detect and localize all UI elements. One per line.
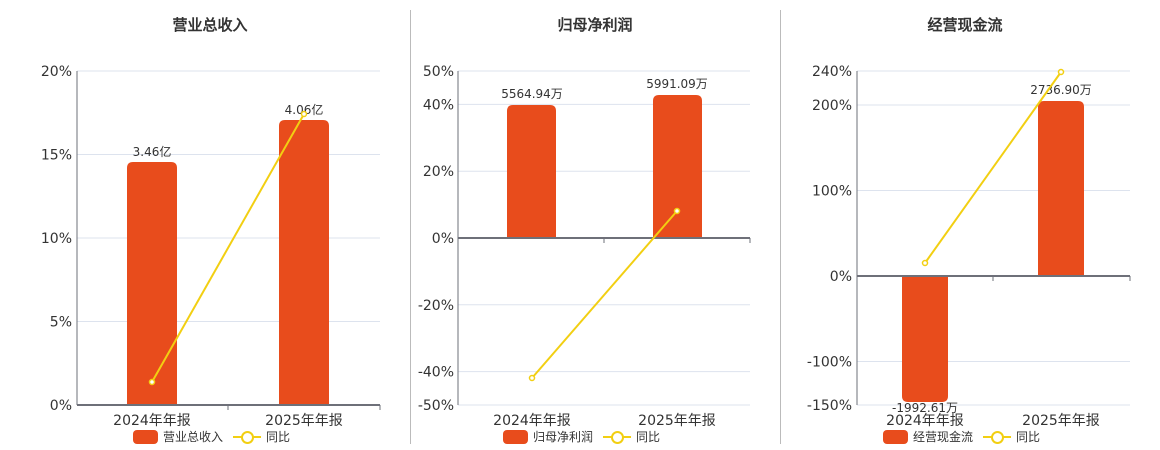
y-tick: 100% <box>812 184 852 200</box>
panel-divider <box>410 10 411 444</box>
x-category-label: 2024年年报 <box>493 413 571 429</box>
panel-divider <box>780 10 781 444</box>
y-tick: -40% <box>418 365 454 381</box>
x-category-label: 2025年年报 <box>1022 413 1100 429</box>
legend-bar-label[interactable]: 归母净利润 <box>533 430 594 444</box>
bar-value-label: 5564.94万 <box>501 87 563 101</box>
y-tick: -150% <box>807 398 852 414</box>
bar-2025[interactable] <box>653 95 702 238</box>
chart-legend: 经营现金流 同比 <box>883 428 1040 445</box>
yoy-point[interactable] <box>148 378 156 386</box>
y-tick: 40% <box>423 97 454 113</box>
y-tick: 10% <box>41 231 72 247</box>
y-tick: -100% <box>807 355 852 371</box>
chart-panel-revenue: 营业总收入 20% 15% 10% 5% 0% 3.46亿 4.06亿 2024… <box>0 0 410 450</box>
bar-value-label: 4.06亿 <box>285 102 324 117</box>
y-tick: 0% <box>830 269 852 285</box>
y-tick: 0% <box>50 398 72 414</box>
legend-bar-swatch[interactable] <box>883 429 908 444</box>
chart-title: 经营现金流 <box>927 16 1003 34</box>
y-tick: 200% <box>812 98 852 114</box>
bar-2025[interactable] <box>1038 101 1084 276</box>
bar-2024[interactable] <box>127 162 177 405</box>
bar-2025[interactable] <box>279 120 329 405</box>
legend-line-icon[interactable] <box>983 430 1012 444</box>
y-tick: 50% <box>423 64 454 80</box>
yoy-point[interactable] <box>1057 68 1065 76</box>
yoy-point[interactable] <box>921 259 929 267</box>
bar-2024[interactable] <box>902 276 948 402</box>
legend-line-label[interactable]: 同比 <box>1016 430 1041 444</box>
y-tick: 20% <box>41 64 72 80</box>
legend-bar-label[interactable]: 经营现金流 <box>913 430 974 444</box>
y-tick: 240% <box>812 64 852 80</box>
legend-line-label[interactable]: 同比 <box>266 430 291 444</box>
x-category-label: 2025年年报 <box>638 413 716 429</box>
chart-legend: 归母净利润 同比 <box>503 428 660 445</box>
bar-2024[interactable] <box>507 105 556 238</box>
y-tick: 20% <box>423 164 454 180</box>
x-category-label: 2025年年报 <box>265 413 343 429</box>
chart-plot: 20% 15% 10% 5% 0% 3.46亿 4.06亿 2024年年报 20… <box>41 64 381 429</box>
legend-line-icon[interactable] <box>603 430 632 444</box>
yoy-point[interactable] <box>528 374 536 382</box>
bar-value-label: 5991.09万 <box>646 77 708 91</box>
legend-bar-swatch[interactable] <box>133 429 158 444</box>
bar-value-label: 2736.90万 <box>1030 83 1092 97</box>
legend-line-icon[interactable] <box>233 430 262 444</box>
chart-legend: 营业总收入 同比 <box>133 428 290 445</box>
x-category-label: 2024年年报 <box>886 413 964 429</box>
y-tick: -50% <box>418 398 454 414</box>
chart-title: 归母净利润 <box>557 16 633 34</box>
bar-value-label: -1992.61万 <box>892 401 958 415</box>
y-tick: 5% <box>50 315 72 331</box>
yoy-line <box>531 210 678 379</box>
legend-bar-label[interactable]: 营业总收入 <box>163 430 224 444</box>
chart-plot: 50% 40% 20% 0% -20% -40% -50% 5564.94万 5… <box>418 64 751 429</box>
y-tick: 15% <box>41 148 72 164</box>
chart-panel-net-profit: 归母净利润 50% 40% 20% 0% -20% -40% -50% 5564… <box>418 16 751 445</box>
legend-line-label[interactable]: 同比 <box>636 430 661 444</box>
y-tick: 0% <box>432 231 454 247</box>
legend-bar-swatch[interactable] <box>503 429 528 444</box>
yoy-line <box>151 113 305 383</box>
yoy-point[interactable] <box>300 110 308 118</box>
yoy-line <box>924 71 1062 264</box>
yoy-point[interactable] <box>673 207 681 215</box>
chart-title: 营业总收入 <box>172 16 248 34</box>
bar-value-label: 3.46亿 <box>133 144 172 159</box>
y-tick: -20% <box>418 298 454 314</box>
x-category-label: 2024年年报 <box>113 413 191 429</box>
